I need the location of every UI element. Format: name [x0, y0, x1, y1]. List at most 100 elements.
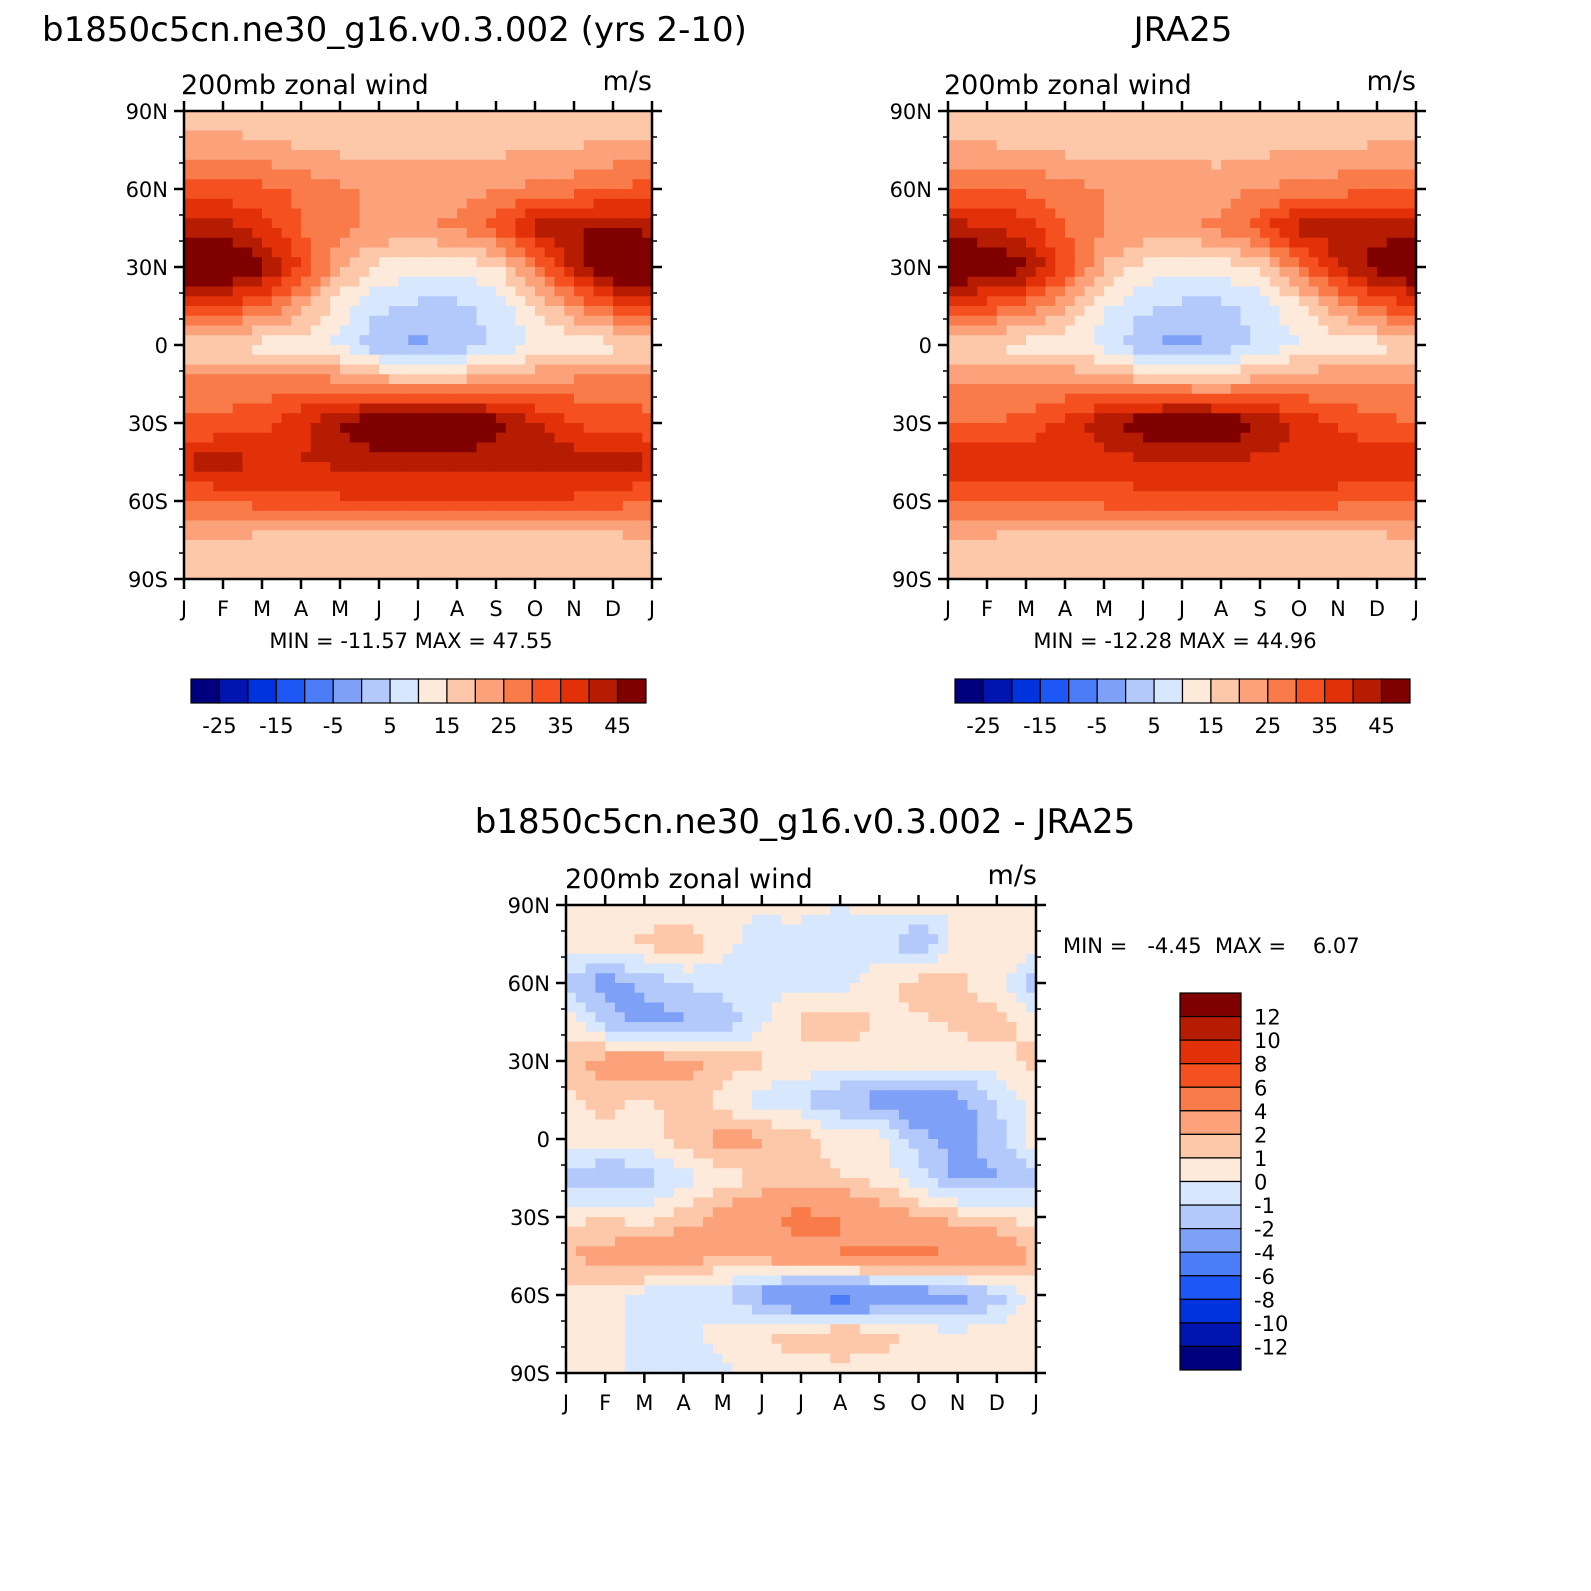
model-contour-cell: [388, 413, 400, 424]
obs-contour-cell: [1406, 549, 1417, 561]
model-contour-cell: [184, 247, 195, 258]
obs-contour-cell: [996, 530, 1008, 541]
model-contour-cell: [203, 111, 214, 122]
obs-contour-cell: [1152, 247, 1164, 258]
model-contour-cell: [379, 520, 390, 531]
obs-contour-cell: [1182, 296, 1193, 307]
model-contour-cell: [515, 150, 526, 161]
obs-contour-cell: [1113, 491, 1125, 502]
obs-contour-cell: [1299, 501, 1310, 512]
model-contour-cell: [632, 481, 643, 492]
obs-contour-cell: [1113, 247, 1125, 258]
model-contour-cell: [291, 140, 302, 151]
obs-contour-cell: [957, 569, 969, 580]
obs-contour-cell: [1377, 111, 1388, 122]
obs-contour-cell: [1367, 423, 1378, 434]
model-contour-cell: [223, 130, 234, 141]
model-contour-cell: [642, 159, 653, 171]
model-contour-cell: [398, 569, 409, 580]
obs-contour-cell: [1065, 111, 1076, 122]
obs-contour-cell: [1123, 247, 1134, 258]
model-contour-cell: [603, 530, 614, 541]
model-contour-cell: [349, 286, 361, 297]
obs-contour-cell: [1113, 530, 1125, 541]
obs-contour-cell: [1279, 257, 1290, 268]
model-contour-cell: [466, 218, 478, 229]
model-contour-cell: [223, 208, 234, 219]
obs-contour-cell: [1279, 569, 1290, 580]
obs-contour-cell: [1328, 423, 1339, 434]
obs-contour-cell: [1191, 364, 1203, 375]
obs-contour-cell: [1367, 559, 1378, 570]
obs-contour-cell: [1055, 335, 1066, 346]
obs-y-tick-label: 30S: [892, 412, 932, 436]
obs-contour-cell: [1026, 364, 1037, 375]
obs-contour-cell: [1094, 354, 1105, 366]
model-contour-cell: [622, 325, 634, 336]
obs-x-tick-label: J: [1138, 597, 1146, 621]
model-contour-cell: [408, 393, 419, 405]
obs-contour-cell: [957, 218, 969, 229]
model-contour-cell: [544, 130, 556, 141]
obs-contour-cell: [1347, 442, 1359, 453]
model-contour-cell: [525, 159, 536, 171]
model-contour-cell: [193, 462, 205, 473]
model-contour-cell: [427, 403, 439, 414]
model-colorbar-label: 25: [490, 714, 517, 738]
obs-contour-cell: [1045, 452, 1056, 463]
model-contour-cell: [564, 374, 575, 385]
model-contour-cell: [486, 384, 497, 395]
obs-contour-cell: [1162, 403, 1173, 414]
obs-contour-cell: [1055, 530, 1066, 541]
obs-contour-cell: [1269, 111, 1281, 122]
model-contour-cell: [583, 208, 595, 219]
obs-panel-long-name: 200mb zonal wind: [944, 70, 1192, 101]
model-contour-cell: [505, 345, 517, 356]
model-contour-cell: [408, 296, 419, 307]
obs-contour-cell: [1386, 111, 1398, 122]
model-contour-cell: [203, 325, 214, 336]
model-contour-cell: [427, 374, 439, 385]
model-contour-cell: [193, 510, 205, 522]
model-contour-cell: [603, 140, 614, 151]
model-contour-cell: [476, 198, 487, 210]
model-colorbar-swatch: [417, 678, 448, 704]
obs-contour-cell: [1133, 198, 1144, 210]
model-contour-cell: [593, 335, 604, 346]
diff-contour-cell: [654, 914, 665, 926]
obs-contour-cell: [1377, 481, 1388, 492]
model-contour-cell: [223, 247, 234, 258]
model-contour-cell: [525, 354, 536, 366]
obs-contour-cell: [1396, 228, 1407, 239]
model-contour-cell: [320, 257, 331, 268]
obs-contour-cell: [1211, 306, 1222, 317]
model-contour-cell: [291, 491, 302, 502]
model-contour-cell: [564, 306, 575, 317]
obs-contour-cell: [1152, 237, 1164, 249]
model-contour-cell: [574, 491, 585, 502]
model-contour-cell: [379, 432, 390, 444]
model-contour-cell: [359, 315, 370, 327]
model-contour-cell: [476, 120, 487, 132]
obs-contour-cell: [1396, 530, 1407, 541]
obs-contour-cell: [1328, 364, 1339, 375]
model-contour-cell: [213, 140, 224, 151]
obs-contour-cell: [948, 159, 959, 171]
obs-contour-cell: [957, 111, 969, 122]
obs-contour-cell: [977, 198, 988, 210]
model-contour-cell: [564, 228, 575, 239]
model-contour-cell: [427, 569, 439, 580]
obs-contour-cell: [1318, 471, 1329, 483]
model-contour-cell: [320, 237, 331, 249]
obs-contour-cell: [1006, 384, 1017, 395]
model-contour-cell: [281, 549, 292, 561]
obs-contour-cell: [1104, 530, 1115, 541]
obs-contour-cell: [1357, 120, 1368, 132]
obs-contour-cell: [1191, 315, 1203, 327]
model-contour-cell: [213, 530, 224, 541]
model-contour-cell: [554, 393, 565, 405]
diff-contour-cell: [712, 924, 724, 935]
model-contour-cell: [398, 354, 409, 366]
obs-contour-cell: [1162, 208, 1173, 219]
model-contour-cell: [379, 198, 390, 210]
